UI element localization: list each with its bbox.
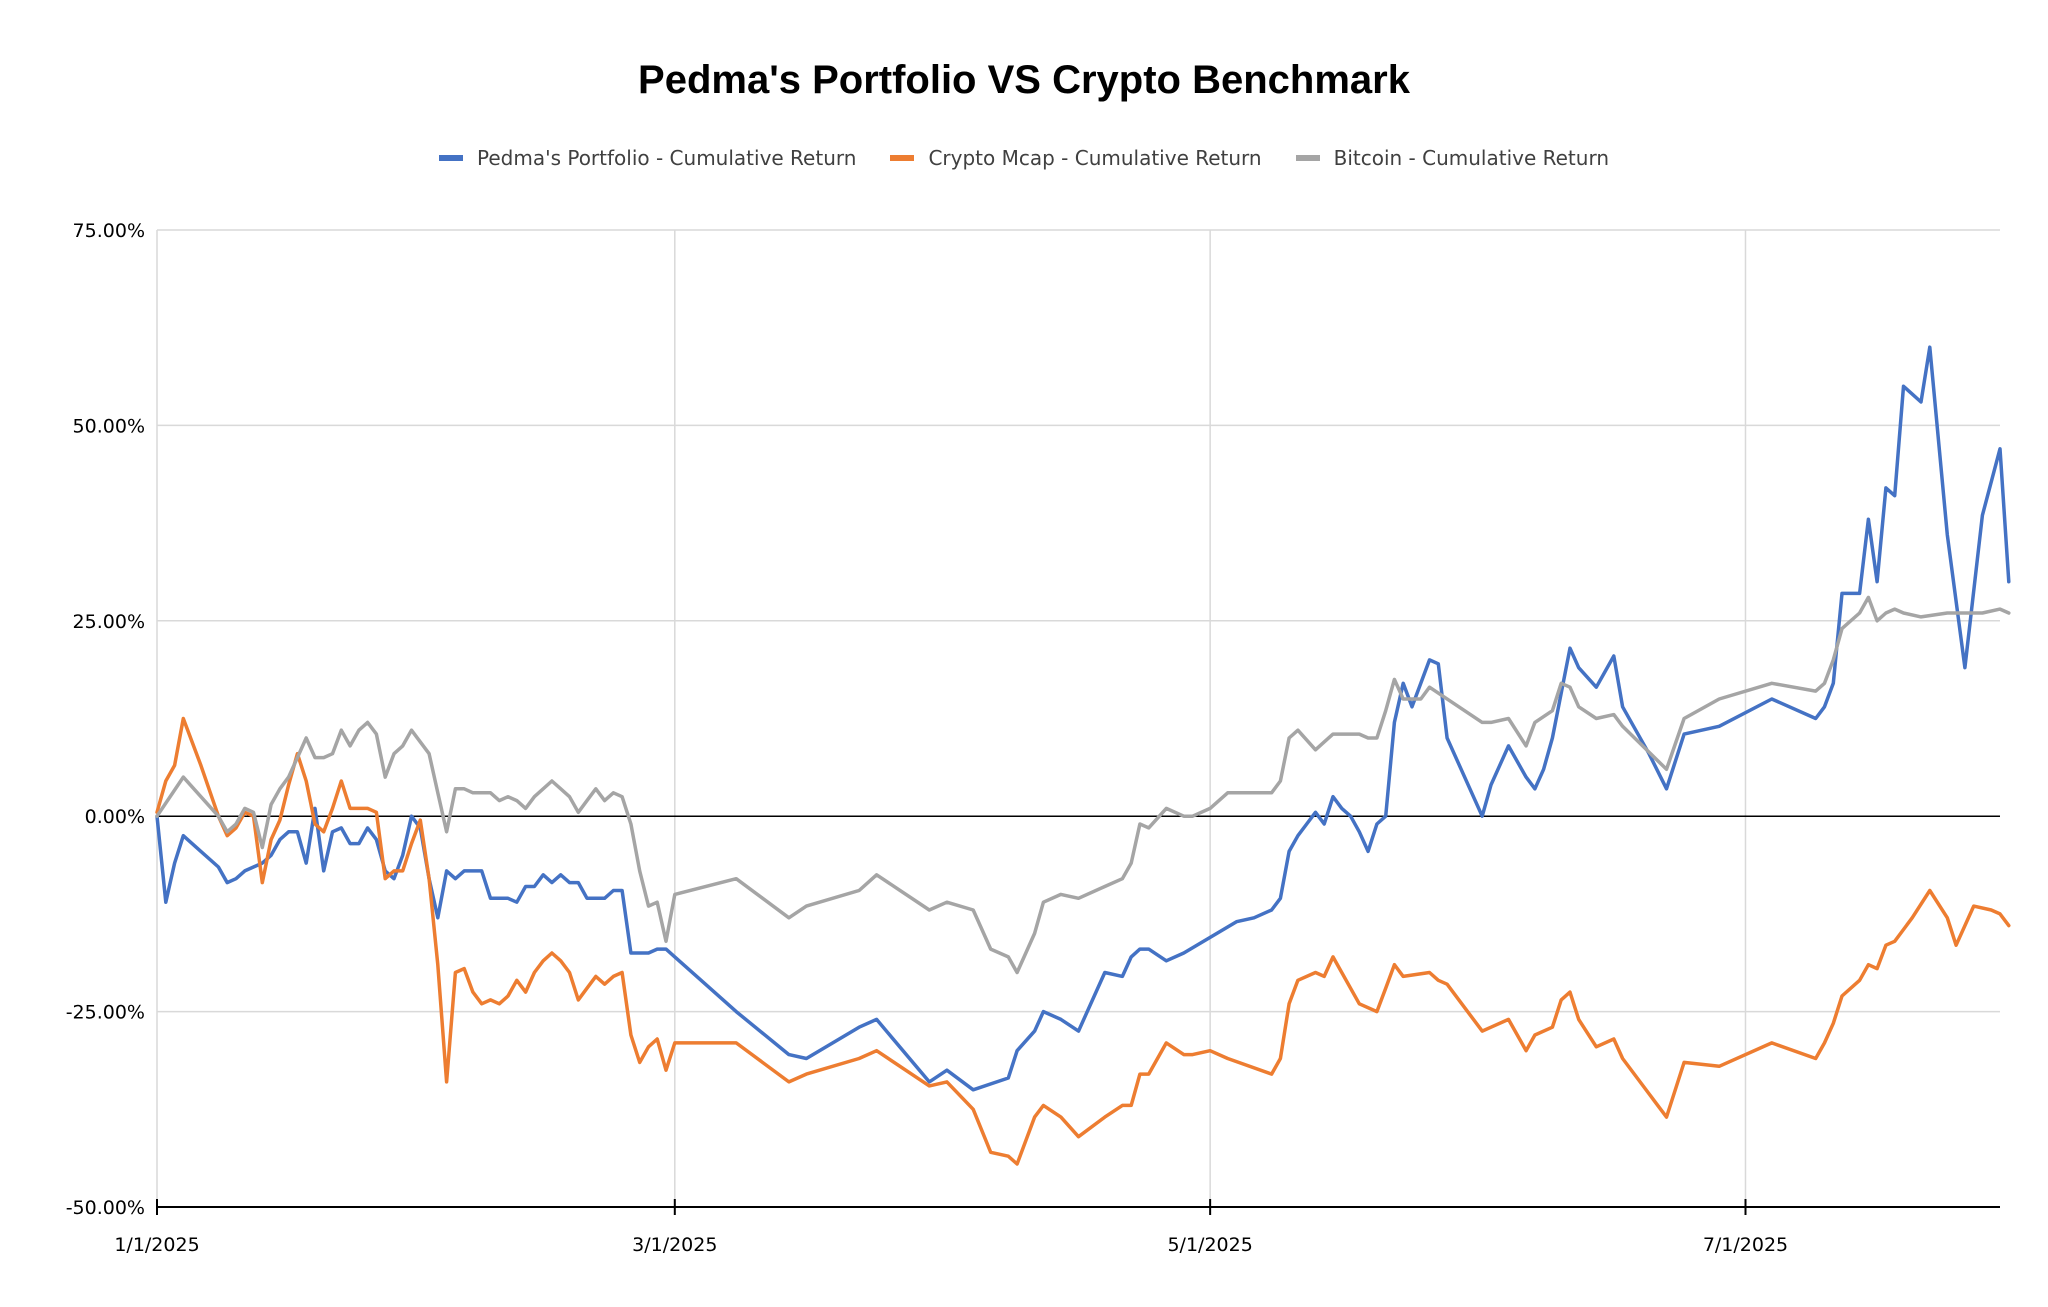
legend-item-portfolio[interactable]: Pedma's Portfolio - Cumulative Return: [438, 146, 857, 170]
axes: [156, 815, 2000, 1215]
y-tick-label-3: 25.00%: [73, 611, 145, 633]
legend: Pedma's Portfolio - Cumulative Return Cr…: [0, 146, 2048, 170]
y-tick-label-2: 0.00%: [85, 806, 145, 828]
legend-label-crypto-mcap: Crypto Mcap - Cumulative Return: [928, 146, 1262, 170]
x-tick-label-3: 7/1/2025: [1703, 1234, 1788, 1256]
x-tick-label-0: 1/1/2025: [114, 1234, 199, 1256]
series-line-crypto-mcap[interactable]: [155, 716, 2011, 1166]
series-line-bitcoin[interactable]: [155, 595, 2011, 975]
y-tick-label-5: 75.00%: [73, 220, 145, 242]
chart-title: Pedma's Portfolio VS Crypto Benchmark: [638, 58, 1410, 102]
legend-swatch-bitcoin: [1295, 155, 1320, 161]
y-tick-label-0: -50.00%: [66, 1197, 145, 1219]
tick-labels: -50.00% -25.00% 0.00% 25.00% 50.00% 75.00% 1/1…: [66, 220, 1788, 1256]
legend-item-crypto-mcap[interactable]: Crypto Mcap - Cumulative Return: [890, 146, 1262, 170]
legend-swatch-crypto-mcap: [890, 155, 915, 161]
series-lines: [155, 345, 2011, 1166]
legend-label-bitcoin: Bitcoin - Cumulative Return: [1333, 146, 1609, 170]
legend-label-portfolio: Pedma's Portfolio - Cumulative Return: [476, 146, 857, 170]
x-tick-label-2: 5/1/2025: [1167, 1234, 1252, 1256]
y-tick-label-4: 50.00%: [73, 415, 145, 437]
series-line-portfolio[interactable]: [155, 345, 2011, 1092]
gridlines: [156, 229, 2000, 1207]
legend-swatch-portfolio: [438, 155, 463, 161]
x-tick-label-1: 3/1/2025: [632, 1234, 717, 1256]
legend-item-bitcoin[interactable]: Bitcoin - Cumulative Return: [1295, 146, 1609, 170]
y-tick-label-1: -25.00%: [66, 1002, 145, 1024]
